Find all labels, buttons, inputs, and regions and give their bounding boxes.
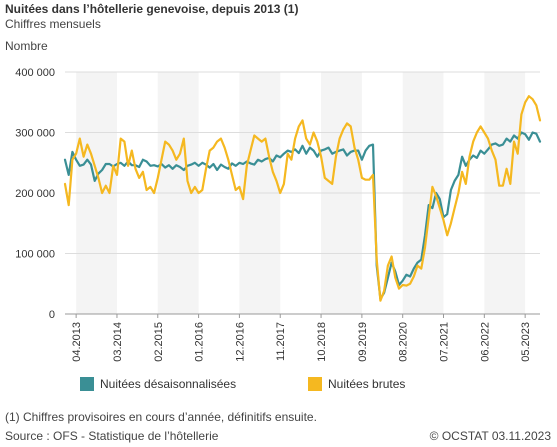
chart-subtitle: Chiffres mensuels xyxy=(5,17,101,31)
x-tick-label: 12.2016 xyxy=(234,322,246,362)
y-tick-label: 300 000 xyxy=(15,128,55,140)
x-tick-label: 05.2023 xyxy=(520,322,532,362)
y-axis-unit: Nombre xyxy=(5,39,48,53)
x-tick-label: 03.2014 xyxy=(112,322,124,362)
line-chart: 0 100 000 200 000 300 000 400 000 04.2013 03.… xyxy=(15,67,542,362)
x-tick-label: 01.2016 xyxy=(194,322,206,362)
legend-label-raw: Nuitées brutes xyxy=(328,377,406,391)
legend-swatch-seasonal xyxy=(80,377,94,391)
x-tick-label: 04.2013 xyxy=(71,322,83,362)
x-tick-label: 08.2020 xyxy=(398,322,410,362)
x-tick-label: 11.2017 xyxy=(275,322,287,361)
x-tick-labels: 04.2013 03.2014 02.2015 01.2016 12.2016 11.20… xyxy=(71,314,532,362)
footnote: (1) Chiffres provisoires en cours d’anné… xyxy=(5,410,317,424)
series-line-raw xyxy=(63,95,542,302)
chart-title: Nuitées dans l’hôtellerie genevoise, dep… xyxy=(5,2,299,16)
x-tick-label: 10.2018 xyxy=(316,322,328,362)
y-tick-label: 0 xyxy=(49,309,55,321)
legend-item-raw: Nuitées brutes xyxy=(308,377,405,391)
legend-label-seasonal: Nuitées désaisonnalisées xyxy=(100,377,237,391)
legend-item-seasonal: Nuitées désaisonnalisées xyxy=(80,377,236,391)
x-tick-label: 07.2021 xyxy=(439,322,451,362)
y-tick-label: 200 000 xyxy=(15,188,55,200)
legend-swatch-raw xyxy=(308,377,322,391)
y-tick-label: 400 000 xyxy=(15,67,55,79)
source-note: Source : OFS - Statistique de l’hôteller… xyxy=(5,429,219,443)
series-lines xyxy=(63,95,542,302)
y-tick-label: 100 000 xyxy=(15,249,55,261)
gridlines xyxy=(65,71,540,315)
series-line-seasonal xyxy=(63,131,542,300)
x-tick-label: 06.2022 xyxy=(479,322,491,362)
x-tick-label: 02.2015 xyxy=(153,322,165,362)
y-tick-labels: 0 100 000 200 000 300 000 400 000 xyxy=(15,67,55,321)
x-tick-label: 09.2019 xyxy=(357,322,369,362)
copyright-note: © OCSTAT 03.11.2023 xyxy=(429,429,551,443)
